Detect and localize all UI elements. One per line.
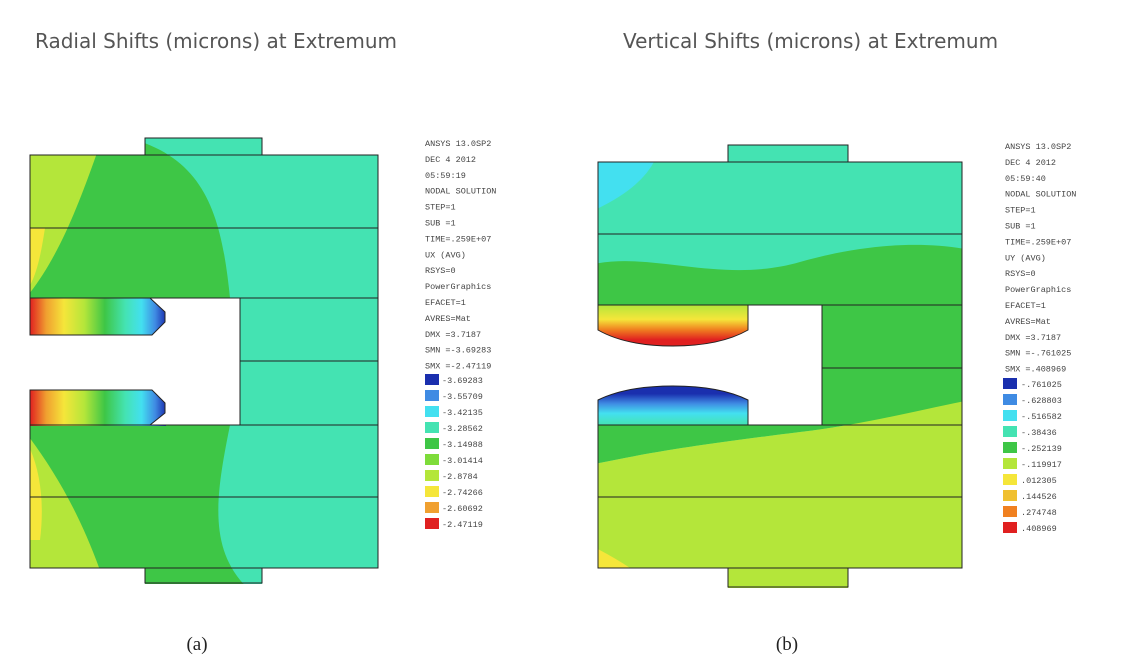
info-line: UY (AVG) [1005, 253, 1046, 263]
contour-plot [598, 145, 962, 588]
info-line: ANSYS 13.0SP2 [425, 139, 491, 149]
legend-swatch [425, 422, 439, 433]
info-line: DMX =3.7187 [1005, 333, 1061, 343]
info-line: NODAL SOLUTION [425, 187, 496, 197]
legend-label: .144526 [1021, 492, 1057, 502]
info-line: TIME=.259E+07 [1005, 237, 1071, 247]
legend-swatch [1003, 442, 1017, 453]
legend-label: -3.14988 [442, 440, 483, 450]
info-line: DEC 4 2012 [1005, 158, 1056, 168]
info-line: UX (AVG) [425, 250, 466, 260]
legend-label: -3.55709 [442, 392, 483, 402]
info-line: SMN =-3.69283 [425, 346, 491, 356]
legend-label: -.252139 [1021, 444, 1062, 454]
legend-label: -3.69283 [442, 376, 483, 386]
info-line: SMX =-2.47119 [425, 362, 491, 372]
legend-label: -.38436 [1021, 428, 1057, 438]
legend-label: .012305 [1021, 476, 1057, 486]
info-line: PowerGraphics [1005, 285, 1071, 295]
legend-swatch [1003, 458, 1017, 469]
info-line: RSYS=0 [1005, 269, 1036, 279]
mesh-outline [597, 144, 963, 588]
legend-swatch [425, 406, 439, 417]
legend-swatch [1003, 506, 1017, 517]
legend-swatch [425, 390, 439, 401]
legend-swatch [1003, 378, 1017, 389]
legend-swatch [425, 502, 439, 513]
legend-label: -2.8784 [442, 472, 478, 482]
info-line: 05:59:40 [1005, 174, 1046, 184]
info-line: EFACET=1 [425, 298, 466, 308]
legend-swatch [1003, 490, 1017, 501]
legend-label: -.516582 [1021, 412, 1062, 422]
legend-swatch [1003, 394, 1017, 405]
legend-swatch [1003, 410, 1017, 421]
legend-label: .408969 [1021, 524, 1057, 534]
legend-label: -2.47119 [442, 520, 483, 530]
panel-title: Vertical Shifts (microns) at Extremum [623, 29, 998, 53]
legend-label: -2.74266 [442, 488, 483, 498]
info-line: AVRES=Mat [1005, 317, 1051, 327]
info-line: TIME=.259E+07 [425, 234, 491, 244]
info-line: SUB =1 [425, 219, 456, 229]
info-line: DEC 4 2012 [425, 155, 476, 165]
contour-plot [30, 138, 378, 584]
info-line: ANSYS 13.0SP2 [1005, 142, 1071, 152]
legend-swatch [425, 486, 439, 497]
legend-swatch [425, 518, 439, 529]
legend-label: -.761025 [1021, 380, 1062, 390]
legend-swatch [425, 374, 439, 385]
info-line: STEP=1 [1005, 206, 1036, 216]
legend-swatch [1003, 522, 1017, 533]
panel-title: Radial Shifts (microns) at Extremum [35, 29, 397, 53]
info-line: DMX =3.7187 [425, 330, 481, 340]
legend-swatch [1003, 426, 1017, 437]
legend-label: -3.01414 [442, 456, 483, 466]
info-line: 05:59:19 [425, 171, 466, 181]
legend-label: -.628803 [1021, 396, 1062, 406]
info-line: SMN =-.761025 [1005, 349, 1071, 359]
mesh-outline [29, 137, 379, 584]
info-line: SMX =.408969 [1005, 365, 1066, 375]
legend-swatch [425, 470, 439, 481]
legend-swatch [425, 438, 439, 449]
info-line: SUB =1 [1005, 222, 1036, 232]
info-line: AVRES=Mat [425, 314, 471, 324]
legend-swatch [1003, 474, 1017, 485]
info-line: RSYS=0 [425, 266, 456, 276]
legend-swatch [425, 454, 439, 465]
legend-label: .274748 [1021, 508, 1057, 518]
info-line: PowerGraphics [425, 282, 491, 292]
legend-label: -3.42135 [442, 408, 483, 418]
info-line: NODAL SOLUTION [1005, 190, 1076, 200]
caption: (b) [776, 634, 798, 655]
caption: (a) [186, 634, 207, 655]
legend-label: -2.60692 [442, 504, 483, 514]
info-line: EFACET=1 [1005, 301, 1046, 311]
legend-label: -.119917 [1021, 460, 1062, 470]
info-line: STEP=1 [425, 203, 456, 213]
legend-label: -3.28562 [442, 424, 483, 434]
